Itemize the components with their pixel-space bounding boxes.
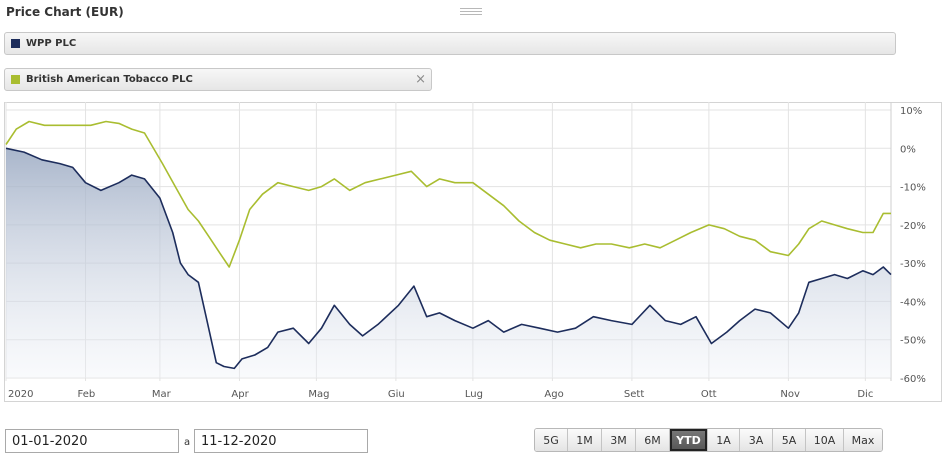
range-button-6m[interactable]: 6M [636, 429, 670, 451]
y-tick-label: 0% [900, 144, 916, 155]
x-tick-label: Nov [780, 389, 800, 400]
series-area-wpp [6, 148, 891, 378]
range-button-10a[interactable]: 10A [806, 429, 844, 451]
range-button-3m[interactable]: 3M [602, 429, 636, 451]
x-tick-label: 2020 [8, 389, 33, 400]
wpp-swatch-icon [11, 39, 20, 48]
legend-item-wpp[interactable]: WPP PLC [4, 32, 896, 55]
x-tick-label: Dic [857, 389, 873, 400]
legend-label-bat: British American Tobacco PLC [26, 74, 193, 85]
series-line-wpp [5, 147, 892, 370]
x-tick-label: Apr [231, 389, 249, 400]
date-from-input[interactable] [5, 429, 179, 453]
price-chart[interactable]: 2020 Feb Mar Apr Mag Giu Lug Ago Sett Ott Nov Dic 10… [4, 102, 942, 402]
y-tick-label: 10% [900, 106, 922, 117]
date-separator: a [184, 437, 191, 448]
x-tick-label: Giu [388, 389, 405, 400]
x-tick-label: Mar [152, 389, 172, 400]
x-tick-label: Ott [701, 389, 717, 400]
range-button-ytd[interactable]: YTD [670, 429, 708, 451]
x-tick-label: Sett [624, 389, 644, 400]
range-button-max[interactable]: Max [844, 429, 882, 451]
y-tick-label: -60% [900, 374, 926, 385]
range-button-5g[interactable]: 5G [535, 429, 568, 451]
range-button-5a[interactable]: 5A [773, 429, 806, 451]
y-tick-label: -30% [900, 259, 926, 270]
range-button-1m[interactable]: 1M [568, 429, 602, 451]
close-icon[interactable]: × [415, 72, 426, 87]
range-button-3a[interactable]: 3A [740, 429, 773, 451]
x-tick-label: Ago [544, 389, 563, 400]
y-tick-label: -40% [900, 297, 926, 308]
x-tick-label: Lug [465, 389, 483, 400]
series-line-bat [5, 120, 891, 268]
range-selector: 5G 1M 3M 6M YTD 1A 3A 5A 10A Max [534, 428, 883, 452]
x-tick-label: Mag [308, 389, 329, 400]
y-tick-label: -20% [900, 221, 926, 232]
date-to-input[interactable] [194, 429, 368, 453]
y-tick-label: -10% [900, 183, 926, 194]
chart-title: Price Chart (EUR) [6, 5, 124, 19]
legend-item-bat[interactable]: British American Tobacco PLC × [4, 68, 432, 91]
y-tick-label: -50% [900, 336, 926, 347]
x-tick-label: Feb [78, 389, 96, 400]
bat-swatch-icon [11, 75, 20, 84]
legend-label-wpp: WPP PLC [26, 38, 77, 49]
range-button-1a[interactable]: 1A [708, 429, 740, 451]
drag-handle[interactable] [460, 8, 482, 15]
